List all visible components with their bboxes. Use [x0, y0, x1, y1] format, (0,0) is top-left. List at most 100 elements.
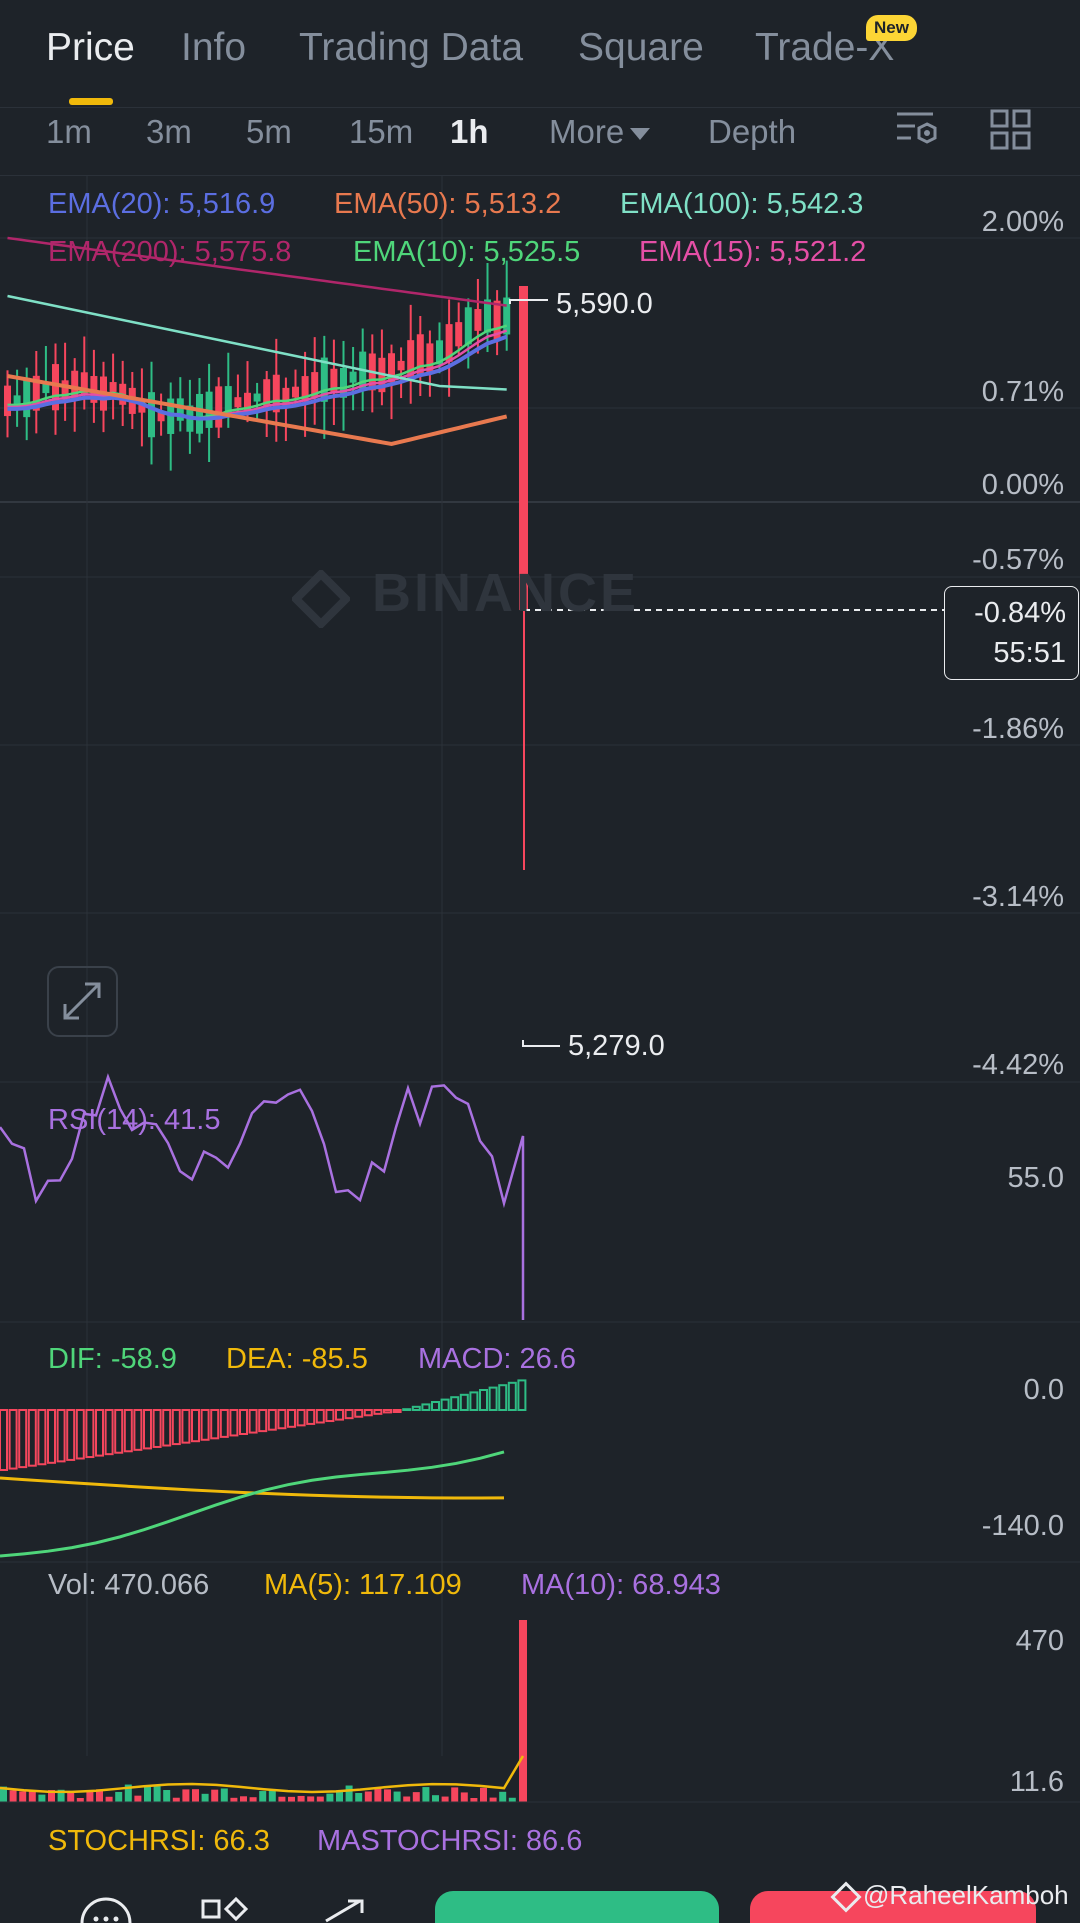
macd-bar [248, 1409, 258, 1434]
macd-bar [229, 1409, 239, 1437]
volume-bar [326, 1793, 334, 1802]
macd-bar [488, 1386, 498, 1411]
rsi-axis-label: 55.0 [1007, 1162, 1064, 1194]
volume-bar [57, 1789, 65, 1802]
interval-1h[interactable]: 1h [450, 113, 489, 150]
volume-bar [172, 1797, 180, 1802]
price-axis-label: 2.00% [981, 206, 1064, 238]
markets-icon[interactable] [200, 1897, 252, 1923]
volume-bar [316, 1796, 324, 1802]
price-axis-label: -0.57% [972, 544, 1064, 576]
candle-body [157, 412, 165, 422]
macd-bar [27, 1409, 37, 1467]
macd-bar [8, 1409, 18, 1470]
macd-bar [450, 1396, 460, 1411]
volume-bar [364, 1791, 372, 1802]
low-marker [522, 1040, 560, 1047]
candle-body [519, 286, 528, 610]
volume-bar [336, 1791, 343, 1802]
tab-info[interactable]: Info [181, 26, 247, 69]
expand-chart-button[interactable] [47, 966, 118, 1037]
candle-body [436, 340, 443, 365]
ema20-legend: EMA(20): 5,516.9 [48, 188, 276, 220]
volume-bar [192, 1789, 199, 1802]
volume-bar [519, 1620, 527, 1802]
tab-price[interactable]: Price [46, 26, 135, 69]
macd-bar [277, 1409, 287, 1430]
interval-3m[interactable]: 3m [146, 113, 192, 150]
volume-bar [249, 1797, 257, 1802]
macd-bar [498, 1384, 508, 1411]
ema50-legend: EMA(50): 5,513.2 [334, 188, 562, 220]
sell-button[interactable] [750, 1891, 1036, 1923]
interval-5m[interactable]: 5m [246, 113, 292, 150]
macd-bar [133, 1409, 143, 1451]
macd-bar [181, 1409, 191, 1444]
depth-tab[interactable]: Depth [708, 113, 797, 150]
tab-square[interactable]: Square [578, 26, 704, 69]
ema100-line [7, 294, 507, 391]
macd-legend: MACD: 26.6 [418, 1343, 576, 1375]
more-intervals-dropdown[interactable]: More [549, 113, 651, 151]
tab-trading-data[interactable]: Trading Data [299, 26, 524, 69]
macd-bar [421, 1403, 431, 1412]
binance-logo-icon [292, 570, 350, 628]
volume-axis-top: 470 [1015, 1625, 1064, 1657]
top-tab-bar: Price Info Trading Data Square Trade-X N… [0, 0, 1080, 108]
more-icon[interactable] [78, 1895, 134, 1923]
ema200-legend: EMA(200): 5,575.8 [48, 236, 292, 268]
candle-body [397, 360, 405, 371]
macd-bar [354, 1409, 364, 1418]
stochrsi-legend: STOCHRSI: 66.3 [48, 1825, 270, 1857]
macd-bar [383, 1409, 392, 1414]
volume-bar [19, 1791, 27, 1802]
buy-button[interactable] [435, 1891, 719, 1923]
volume-bar [374, 1787, 382, 1802]
candle-body [80, 372, 88, 395]
chart-settings-icon[interactable] [893, 106, 941, 152]
interval-1m[interactable]: 1m [46, 113, 92, 150]
macd-bar [104, 1409, 114, 1456]
macd-histogram [0, 1379, 527, 1471]
volume-bar [48, 1790, 55, 1802]
candle-body [148, 392, 155, 438]
macd-bar [47, 1409, 56, 1464]
candle-body [301, 376, 309, 402]
macd-axis-top: 0.0 [1023, 1374, 1064, 1406]
candlestick-chart[interactable] [0, 176, 1080, 1856]
volume-bar [451, 1787, 459, 1802]
volume-bar [144, 1786, 151, 1802]
price-axis-label: 0.00% [981, 469, 1064, 501]
volume-bar [355, 1792, 363, 1802]
layout-grid-icon[interactable] [989, 108, 1033, 152]
volume-ma10-legend: MA(10): 68.943 [521, 1569, 721, 1601]
candle-body [503, 297, 511, 335]
macd-bar [143, 1409, 152, 1450]
volume-bar [278, 1796, 286, 1802]
volume-bar [211, 1789, 219, 1802]
interval-15m[interactable]: 15m [349, 113, 414, 150]
macd-bar [517, 1379, 527, 1412]
volume-ma5-line [0, 1755, 525, 1794]
volume-bar [220, 1788, 228, 1802]
volume-bar [470, 1797, 478, 1802]
macd-bar [469, 1391, 479, 1412]
macd-bar [479, 1389, 488, 1411]
macd-bar [392, 1409, 402, 1413]
binance-logo-icon [830, 1881, 862, 1913]
trade-icon[interactable] [320, 1897, 370, 1923]
mastochrsi-legend: MASTOCHRSI: 86.6 [317, 1825, 583, 1857]
candle-body [13, 395, 21, 407]
volume-bar [182, 1789, 190, 1802]
current-price-box: -0.84% 55:51 [944, 586, 1079, 680]
ema50-line [7, 374, 508, 447]
macd-bar [219, 1409, 229, 1438]
candle-body [272, 374, 280, 413]
macd-bar [258, 1409, 268, 1433]
volume-bar [76, 1797, 84, 1802]
candle-body [340, 368, 347, 398]
volume-bar [460, 1792, 468, 1802]
macd-bar [296, 1409, 306, 1427]
candle-body [388, 353, 395, 383]
macd-bar [66, 1409, 76, 1461]
